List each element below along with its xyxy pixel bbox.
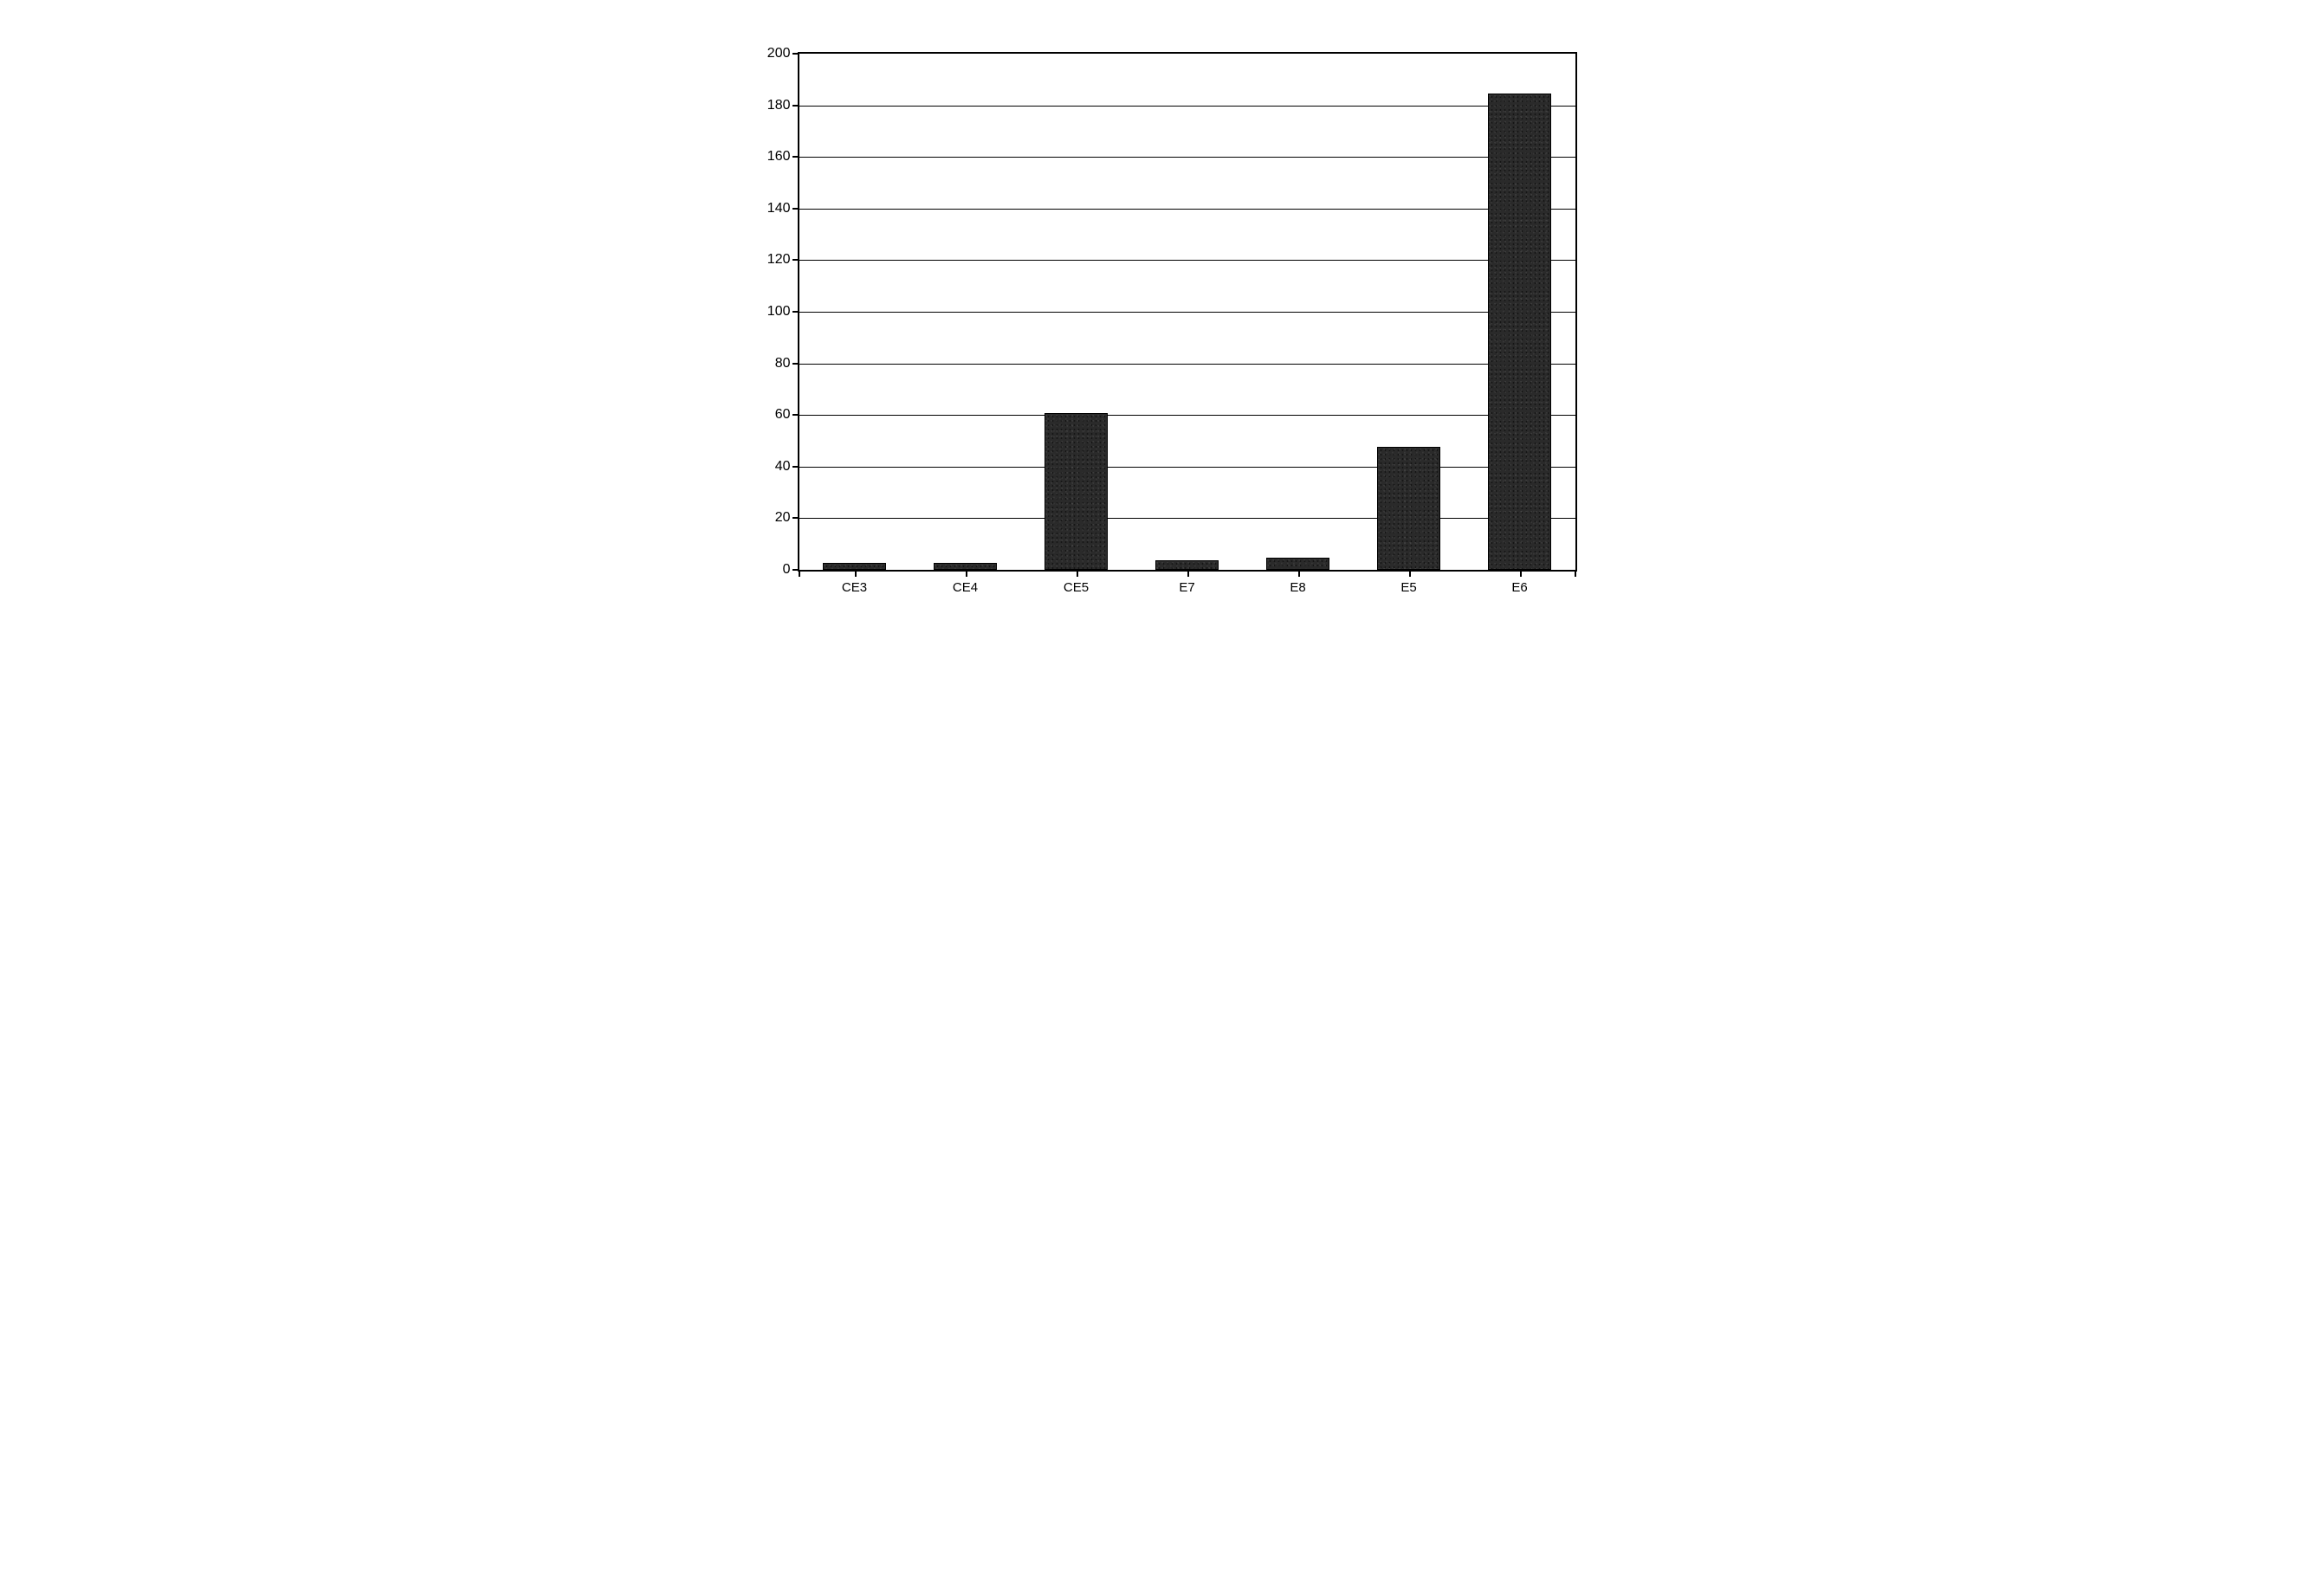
y-tick (792, 311, 799, 313)
y-tick (792, 259, 799, 261)
x-tick-label: E8 (1290, 580, 1305, 595)
bar-slot: CE3 (799, 54, 910, 570)
x-tick (855, 570, 857, 577)
bar (1045, 413, 1107, 570)
bar-slot: E8 (1243, 54, 1354, 570)
plot-area: 020406080100120140160180200CE3CE4CE5E7E8… (798, 52, 1577, 572)
x-tick-label: E7 (1179, 580, 1194, 595)
x-tick (1298, 570, 1300, 577)
bar-slot: CE4 (910, 54, 1021, 570)
y-tick (792, 466, 799, 468)
x-tick (1187, 570, 1189, 577)
bar (1488, 94, 1550, 570)
y-tick (792, 105, 799, 107)
y-tick (792, 53, 799, 55)
y-tick (792, 208, 799, 210)
y-tick-label: 80 (775, 356, 791, 372)
y-tick-label: 160 (767, 149, 791, 165)
y-tick-label: 140 (767, 201, 791, 216)
y-tick (792, 156, 799, 158)
bar (823, 563, 885, 570)
y-tick (792, 569, 799, 571)
y-tick (792, 517, 799, 519)
y-tick-label: 60 (775, 407, 791, 423)
x-tick (1077, 570, 1078, 577)
bars-wrapper: CE3CE4CE5E7E8E5E6 (799, 54, 1575, 570)
x-tick-label: E6 (1511, 580, 1527, 595)
bar-slot: E6 (1465, 54, 1575, 570)
y-tick-label: 40 (775, 459, 791, 475)
x-tick-edge-left (799, 570, 800, 577)
bar-slot: CE5 (1021, 54, 1132, 570)
x-tick-label: CE4 (953, 580, 978, 595)
y-tick (792, 414, 799, 416)
x-tick-label: E5 (1400, 580, 1416, 595)
x-tick (1520, 570, 1522, 577)
bar-slot: E7 (1132, 54, 1243, 570)
bar (1155, 560, 1218, 570)
y-tick-label: 200 (767, 46, 791, 61)
x-tick-edge-right (1575, 570, 1576, 577)
bar-slot: E5 (1354, 54, 1465, 570)
y-tick-label: 180 (767, 98, 791, 113)
bar (1266, 558, 1329, 570)
y-tick-label: 0 (783, 562, 791, 578)
y-tick-label: 20 (775, 510, 791, 526)
x-tick-label: CE5 (1064, 580, 1089, 595)
chart-container: 24 hr Silver Release (ppb) 0204060801001… (728, 35, 1594, 624)
x-tick (966, 570, 967, 577)
y-tick (792, 363, 799, 365)
bar (1377, 447, 1439, 570)
bar (934, 563, 996, 570)
x-tick-label: CE3 (842, 580, 867, 595)
y-tick-label: 120 (767, 252, 791, 268)
x-tick (1409, 570, 1411, 577)
y-tick-label: 100 (767, 304, 791, 320)
